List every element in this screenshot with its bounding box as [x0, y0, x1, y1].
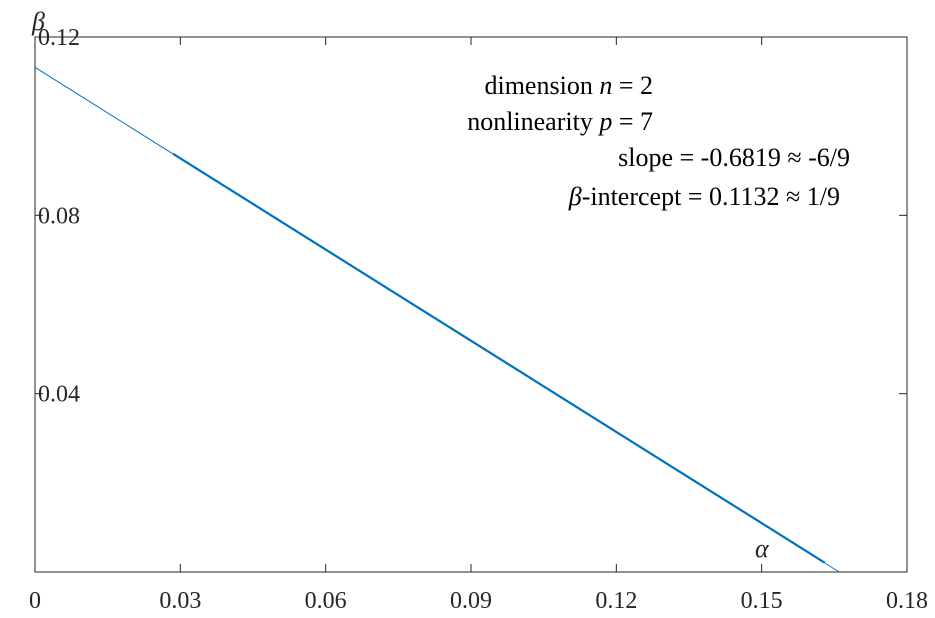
annotation-intercept: β-intercept = 0.1132 ≈ 1/9	[568, 182, 840, 211]
annotation-slope: slope = -0.6819 ≈ -6/9	[618, 143, 850, 172]
ticks: 0 0.03 0.06 0.09 0.12 0.15 0.18 0.04 0.08 0.12	[29, 25, 928, 614]
x-tick-label: 0.12	[595, 588, 637, 614]
x-axis-label: α	[755, 534, 770, 563]
x-tick-label: 0.06	[305, 588, 347, 614]
x-tick-label: 0.03	[159, 588, 201, 614]
plot-area: 0 0.03 0.06 0.09 0.12 0.15 0.18 0.04 0.08 0.12	[29, 25, 928, 614]
y-axis-label: β	[31, 7, 45, 36]
annotation-box: dimension n = 2 nonlinearity p = 7 slope…	[467, 71, 850, 211]
data-series-0	[172, 152, 826, 564]
x-tick-label: 0	[29, 588, 41, 614]
annotation-dimension: dimension n = 2	[484, 71, 653, 100]
x-tick-label: 0.15	[741, 588, 783, 614]
annotation-nonlinearity: nonlinearity p = 7	[467, 107, 653, 136]
y-tick-label: 0.04	[38, 382, 80, 408]
y-tick-label: 0.12	[38, 25, 80, 51]
y-tick-label: 0.08	[38, 203, 80, 229]
data-layer	[34, 66, 840, 573]
x-tick-label: 0.18	[886, 588, 928, 614]
x-tick-label: 0.09	[450, 588, 492, 614]
